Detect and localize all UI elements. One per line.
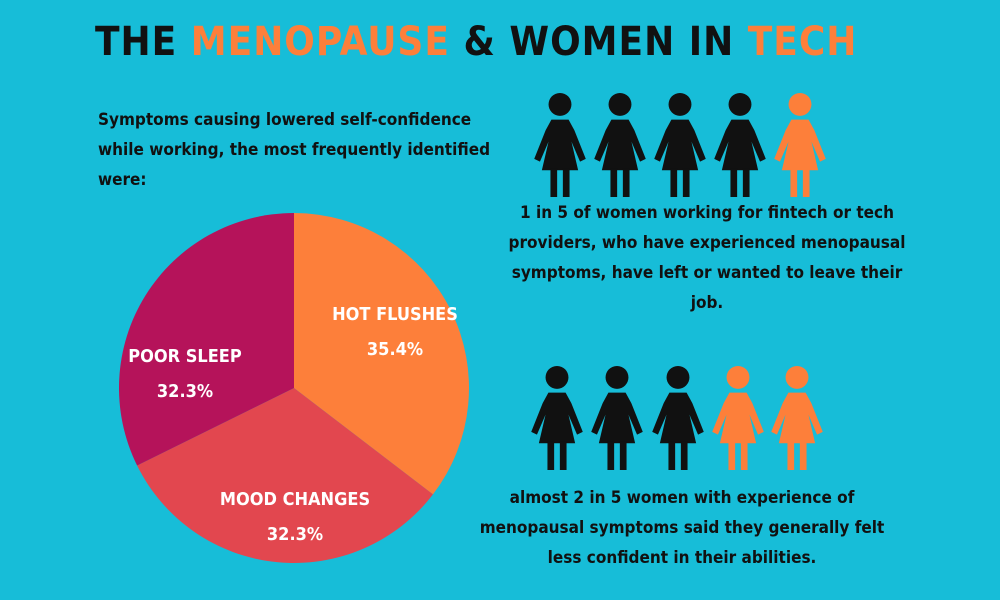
title-part: THE [95, 19, 191, 65]
stat-line: almost 2 in 5 women with experience of [510, 488, 855, 508]
slice-value: 32.3% [157, 381, 213, 402]
slice-label: HOT FLUSHES [332, 304, 458, 325]
intro-line: while working, the most frequently ident… [98, 140, 490, 160]
slice-value: 35.4% [367, 339, 423, 360]
slice-label: MOOD CHANGES [220, 489, 370, 510]
title-part: & WOMEN IN [450, 19, 748, 65]
pie-slice [294, 213, 469, 495]
woman-icon [652, 365, 704, 470]
pie-slice [137, 388, 433, 564]
woman-icon [594, 92, 646, 197]
woman-icon [654, 92, 706, 197]
icons-row-2 [531, 365, 823, 470]
woman-icon [534, 92, 586, 197]
woman-icon [531, 365, 583, 470]
stat-line: menopausal symptoms said they generally … [480, 518, 885, 538]
woman-icon [712, 365, 764, 470]
stat-line: providers, who have experienced menopaus… [509, 233, 906, 253]
title-part: TECH [748, 19, 858, 65]
stats: 1 in 5 of women working for fintech or t… [480, 203, 906, 568]
stat-line: less confident in their abilities. [548, 548, 817, 568]
stat-line: job. [690, 293, 724, 313]
slice-label: POOR SLEEP [128, 346, 242, 367]
pie-slice [118, 213, 294, 466]
stat-line: symptoms, have left or wanted to leave t… [512, 263, 903, 283]
intro: Symptoms causing lowered self-confidence… [98, 110, 490, 190]
woman-icon [771, 365, 823, 470]
title: THE MENOPAUSE & WOMEN IN TECH [95, 19, 857, 65]
woman-icon [714, 92, 766, 197]
title-part: MENOPAUSE [191, 19, 450, 65]
pie-chart: HOT FLUSHES 35.4% MOOD CHANGES 32.3% POOR SL… [118, 213, 469, 564]
woman-icon [774, 92, 826, 197]
woman-icon [591, 365, 643, 470]
intro-line: Symptoms causing lowered self-confidence [98, 110, 471, 130]
icons-row-1 [534, 92, 826, 197]
intro-line: were: [98, 170, 147, 190]
stat-line: 1 in 5 of women working for fintech or t… [520, 203, 894, 223]
slice-value: 32.3% [267, 524, 323, 545]
